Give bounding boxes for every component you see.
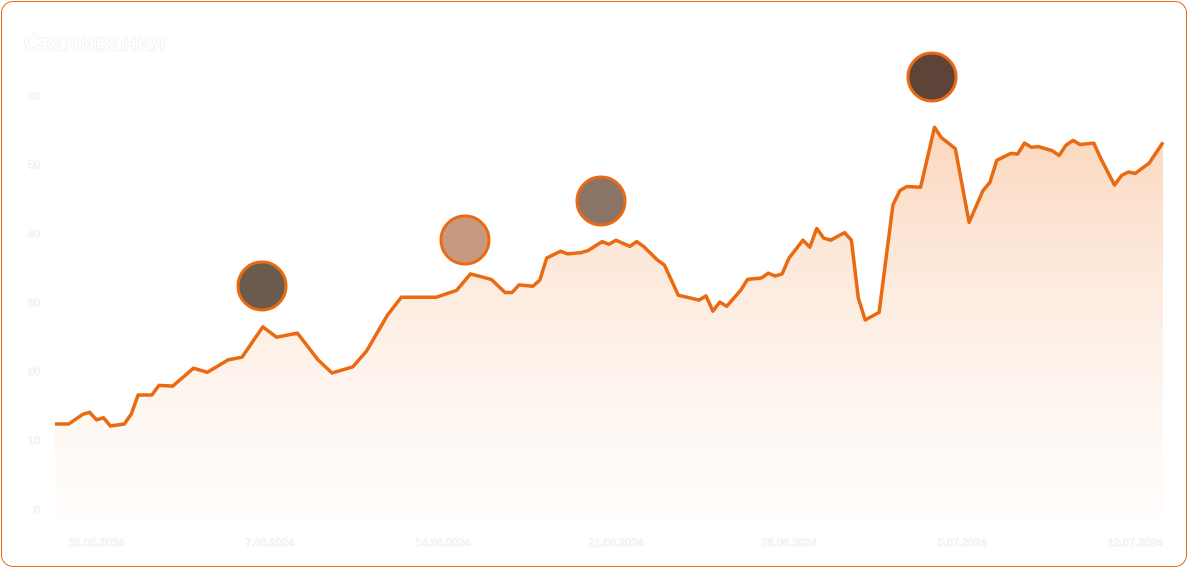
chart-title: Скачивания (24, 29, 166, 56)
area (55, 127, 1163, 519)
x-tick-label: 14.06.2024 (415, 537, 470, 549)
y-tick-label: 20 (28, 366, 40, 378)
y-tick-label: 60 (28, 91, 40, 103)
avatars (236, 51, 958, 312)
y-tick-label: 50 (28, 160, 40, 172)
avatar (575, 175, 627, 227)
avatar (906, 51, 958, 103)
x-tick-label: 21.06.2024 (588, 537, 643, 549)
y-tick-label: 10 (28, 435, 40, 447)
avatar (439, 214, 491, 266)
x-tick-label: 12.07.2024 (1108, 537, 1163, 549)
y-tick-label: 0 (34, 504, 40, 516)
x-tick-label: 7.06.2024 (245, 537, 294, 549)
y-tick-label: 40 (28, 229, 40, 241)
x-tick-label: 5.07.2024 (938, 537, 987, 549)
x-tick-label: 31.05.2024 (69, 537, 124, 549)
line (55, 125, 1165, 428)
x-tick-label: 28.06.2024 (762, 537, 817, 549)
y-tick-label: 30 (28, 297, 40, 309)
avatar (236, 260, 288, 312)
